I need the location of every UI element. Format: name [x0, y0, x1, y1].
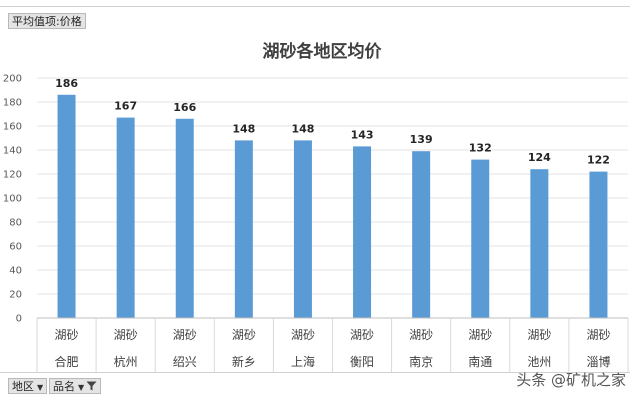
- bars: [58, 95, 608, 318]
- data-label: 122: [587, 154, 610, 167]
- pivot-column-field-button[interactable]: 品名 ▼: [49, 378, 101, 394]
- bar: [176, 119, 194, 318]
- watermark: 头条 @矿机之家: [516, 369, 626, 390]
- category-label-level1: 湖砂: [55, 327, 79, 342]
- category-label-level2: 池州: [527, 355, 551, 369]
- category-label-level1: 湖砂: [350, 327, 374, 342]
- category-label-level2: 淄博: [586, 354, 610, 369]
- category-label-level2: 南京: [409, 354, 433, 369]
- data-label: 167: [114, 100, 137, 113]
- pivot-row-field-button[interactable]: 地区 ▼: [8, 378, 47, 394]
- category-label-level2: 衡阳: [350, 355, 374, 369]
- data-labels: 186 167 166 148 148 143 139 132 124 122: [55, 77, 610, 167]
- bar: [235, 140, 253, 318]
- pivot-column-field-label: 品名: [53, 380, 75, 393]
- y-tick-label: 40: [9, 266, 22, 277]
- pivot-row-field-label: 地区: [12, 380, 34, 393]
- dropdown-arrow-icon: ▼: [37, 380, 43, 396]
- bar: [294, 140, 312, 318]
- bar: [471, 160, 489, 318]
- y-tick-label: 140: [3, 146, 22, 157]
- y-tick-label: 60: [9, 242, 22, 253]
- bar: [353, 146, 371, 318]
- category-label-level1: 湖砂: [409, 327, 433, 342]
- y-tick-label: 80: [9, 218, 22, 229]
- data-label: 143: [351, 128, 374, 141]
- y-tick-label: 200: [3, 74, 22, 85]
- data-label: 148: [232, 122, 255, 135]
- category-label-level2: 杭州: [114, 354, 138, 369]
- bar: [589, 172, 607, 318]
- category-label-level2: 上海: [291, 354, 315, 369]
- y-tick-label: 180: [3, 98, 22, 109]
- category-label-level2: 新乡: [232, 354, 256, 369]
- bar: [412, 151, 430, 318]
- category-label-level2: 绍兴: [173, 355, 197, 369]
- category-label-level1: 湖砂: [468, 327, 492, 342]
- dropdown-arrow-icon: ▼: [78, 380, 84, 396]
- data-label: 186: [55, 77, 78, 90]
- category-label-level1: 湖砂: [114, 327, 138, 342]
- bar: [58, 95, 76, 318]
- y-axis: 0 20 40 60 80 100 120 140 160 180 200: [3, 74, 22, 325]
- data-label: 132: [469, 142, 492, 155]
- category-label-level1: 湖砂: [527, 327, 551, 342]
- category-label-level2: 合肥: [55, 354, 79, 369]
- filter-icon: [86, 380, 97, 396]
- category-label-level1: 湖砂: [291, 327, 315, 342]
- y-tick-label: 120: [3, 170, 22, 181]
- data-label: 148: [291, 122, 314, 135]
- category-label-level1: 湖砂: [232, 327, 256, 342]
- bar: [530, 169, 548, 318]
- bar: [117, 118, 135, 318]
- data-label: 166: [173, 101, 196, 114]
- category-label-level1: 湖砂: [586, 327, 610, 342]
- data-label: 124: [528, 151, 551, 164]
- category-label-level2: 南通: [468, 354, 492, 369]
- y-tick-label: 100: [3, 194, 22, 205]
- y-tick-label: 0: [16, 314, 22, 325]
- chart-title: 湖砂各地区均价: [263, 41, 383, 62]
- y-tick-label: 20: [9, 290, 22, 301]
- category-label-level1: 湖砂: [173, 327, 197, 342]
- y-tick-label: 160: [3, 122, 22, 133]
- data-label: 139: [410, 133, 433, 146]
